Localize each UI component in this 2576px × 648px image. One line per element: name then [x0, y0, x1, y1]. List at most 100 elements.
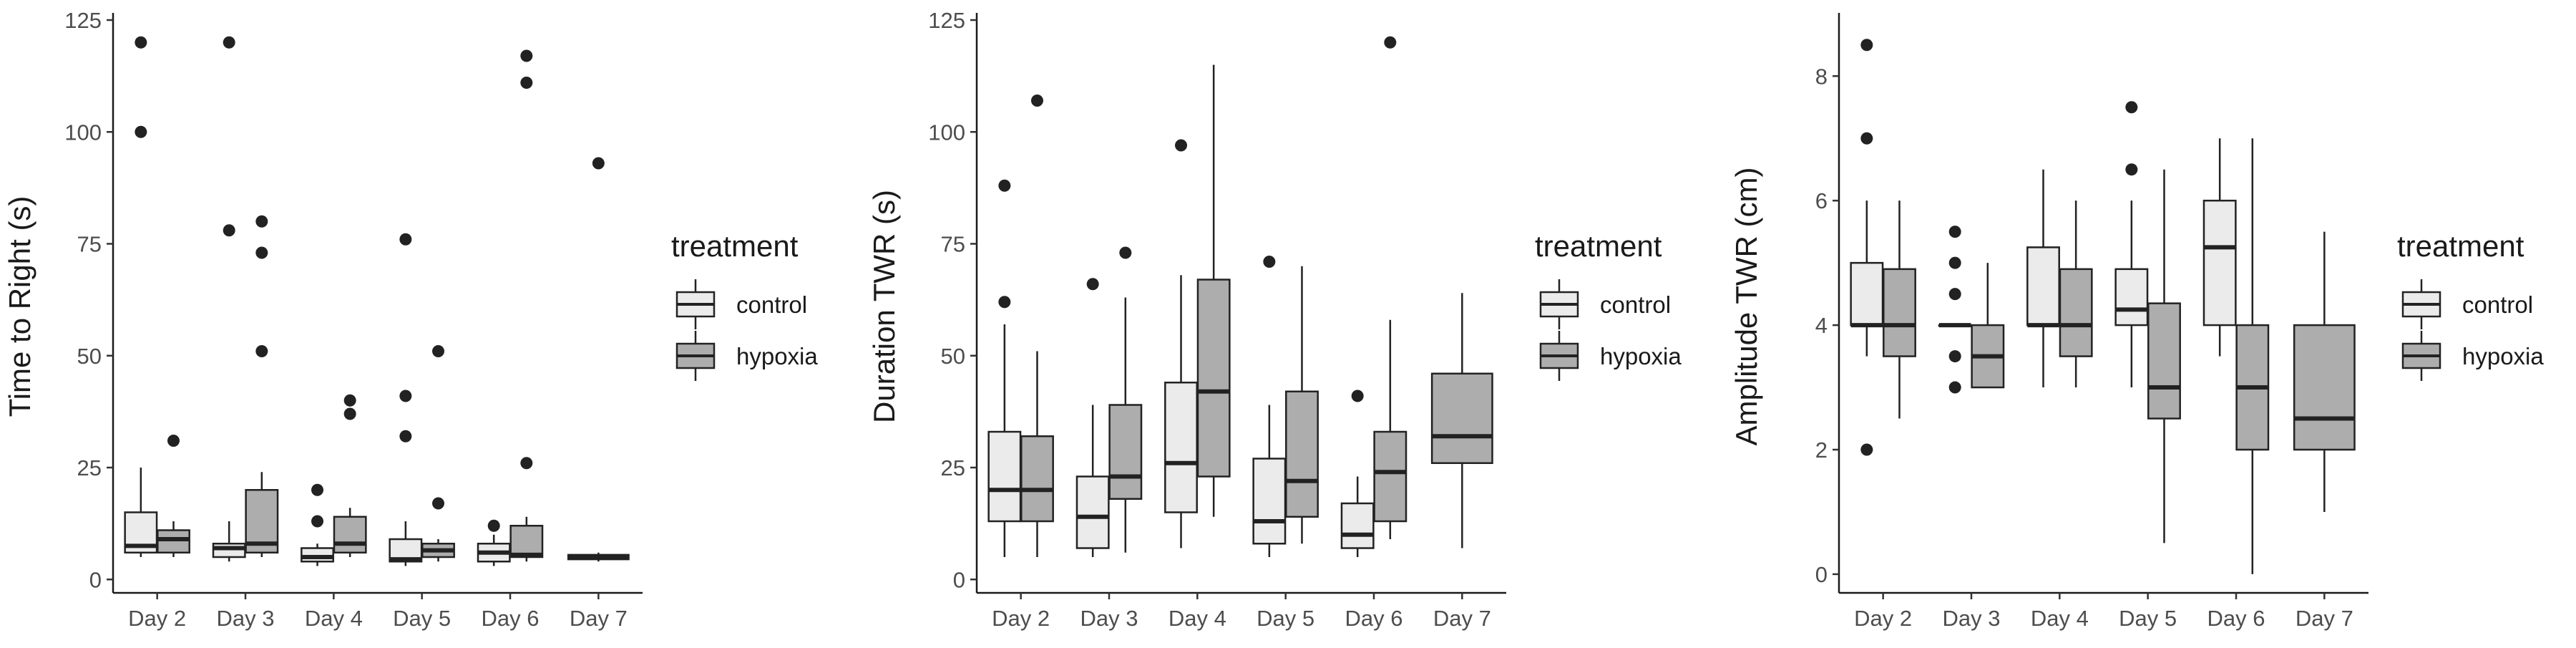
- box-control-day-2: [1850, 39, 1884, 456]
- y-tick-label: 50: [77, 344, 102, 369]
- box-iqr: [333, 516, 367, 553]
- legend-label: hypoxia: [2462, 343, 2544, 369]
- outlier-point: [1948, 288, 1961, 301]
- x-tick-label: Day 5: [1257, 606, 1314, 631]
- y-tick-label: 50: [941, 344, 965, 369]
- box-iqr: [1252, 458, 1287, 545]
- box-iqr: [1020, 435, 1054, 523]
- box-hypoxia-day-6: [509, 49, 544, 562]
- box-iqr: [2147, 302, 2181, 420]
- box-control-day-4: [2026, 169, 2060, 388]
- box-iqr: [2293, 324, 2356, 451]
- box-control-day-4: [301, 483, 334, 566]
- outlier-point: [1860, 132, 1873, 145]
- legend-label: control: [2462, 291, 2533, 318]
- outlier-point: [2125, 163, 2138, 176]
- outlier-point: [135, 125, 147, 138]
- outlier-point: [311, 483, 324, 496]
- box-iqr: [2202, 199, 2237, 327]
- box-hypoxia-day-4: [333, 394, 367, 557]
- outlier-point: [1860, 39, 1873, 52]
- box-iqr: [509, 525, 544, 558]
- legend-label: control: [736, 291, 807, 318]
- box-iqr: [1850, 261, 1884, 327]
- outlier-point: [431, 345, 444, 357]
- legend: treatment control hypoxia: [1535, 229, 1682, 381]
- box-hypoxia-day-4: [1196, 64, 1231, 517]
- legend-item-hypoxia: hypoxia: [1539, 331, 1682, 381]
- box-control-day-5: [2114, 101, 2149, 388]
- outlier-point: [1263, 256, 1276, 268]
- box-control-day-6: [2202, 138, 2237, 357]
- outlier-point: [399, 430, 412, 443]
- x-tick-label: Day 5: [2119, 606, 2177, 631]
- outlier-point: [1351, 390, 1364, 402]
- y-tick-label: 6: [1815, 188, 1828, 213]
- box-control-day-3: [1938, 226, 1972, 394]
- y-tick-label: 100: [64, 120, 102, 145]
- legend-item-hypoxia: hypoxia: [2401, 331, 2544, 381]
- box-control-day-4: [1164, 139, 1198, 548]
- box-hypoxia-day-6: [1373, 36, 1407, 539]
- outlier-point: [1948, 226, 1961, 238]
- outlier-point: [255, 246, 268, 259]
- box-iqr: [1164, 382, 1198, 513]
- outlier-point: [311, 515, 324, 528]
- y-tick-label: 75: [941, 232, 965, 257]
- x-tick-label: Day 6: [1345, 606, 1403, 631]
- box-hypoxia-day-5: [421, 345, 455, 562]
- outlier-point: [487, 519, 500, 532]
- box-control-day-6: [477, 519, 511, 566]
- box-hypoxia-day-4: [2059, 200, 2093, 388]
- outlier-point: [343, 394, 356, 407]
- legend-item-hypoxia: hypoxia: [675, 331, 818, 381]
- box-iqr: [1373, 430, 1407, 523]
- legend-title: treatment: [2397, 229, 2524, 263]
- chart-panel-2: 0 25 50 75 100 125 Day 2 Day 3 Day 4 Day 5 Day 6 Da…: [867, 8, 1682, 631]
- box-iqr: [1108, 404, 1143, 500]
- outlier-point: [223, 36, 235, 49]
- box-iqr: [987, 430, 1022, 523]
- x-tick-label: Day 6: [482, 606, 540, 631]
- legend-item-control: control: [675, 279, 807, 329]
- legend-item-control: control: [1539, 279, 1671, 329]
- x-tick-label: Day 7: [570, 606, 628, 631]
- box-control-day-5: [389, 233, 423, 566]
- x-tick-label: Day 2: [992, 606, 1050, 631]
- box-iqr: [1340, 502, 1375, 549]
- box-control-day-2: [124, 36, 158, 557]
- outlier-point: [399, 233, 412, 246]
- outlier-point: [520, 49, 533, 62]
- box-hypoxia-day-3: [245, 215, 279, 557]
- y-tick-label: 0: [89, 567, 102, 592]
- box-iqr: [1285, 390, 1319, 518]
- box-hypoxia-day-7: [1430, 293, 1493, 548]
- box-iqr: [157, 529, 190, 553]
- y-tick-label: 25: [941, 455, 965, 480]
- box-iqr: [212, 543, 246, 558]
- box-iqr: [301, 547, 334, 563]
- box-iqr: [1075, 475, 1110, 549]
- y-tick-label: 8: [1815, 64, 1828, 89]
- outlier-point: [1860, 443, 1873, 456]
- box-hypoxia-day-7: [567, 157, 630, 562]
- outlier-point: [1948, 381, 1961, 394]
- box-hypoxia-day-5: [2147, 169, 2181, 543]
- box-iqr: [2114, 268, 2149, 327]
- outlier-point: [998, 296, 1011, 309]
- outlier-point: [1030, 95, 1043, 107]
- x-tick-label: Day 2: [128, 606, 186, 631]
- outlier-point: [1175, 139, 1188, 152]
- x-tick-label: Day 4: [305, 606, 363, 631]
- x-tick-label: Day 3: [1080, 606, 1138, 631]
- box-iqr: [1883, 268, 1916, 357]
- box-hypoxia-day-2: [1020, 95, 1054, 557]
- y-tick-label: 4: [1815, 313, 1828, 338]
- outlier-point: [1086, 278, 1099, 291]
- box-hypoxia-day-6: [2235, 138, 2270, 574]
- chart-panel-3: 0 2 4 6 8 Day 2 Day 3 Day 4 Day 5 Day 6 Day 7 Ampli…: [1729, 13, 2544, 631]
- outlier-point: [399, 390, 412, 402]
- box-iqr: [2026, 246, 2060, 327]
- box-hypoxia-day-7: [2293, 231, 2356, 512]
